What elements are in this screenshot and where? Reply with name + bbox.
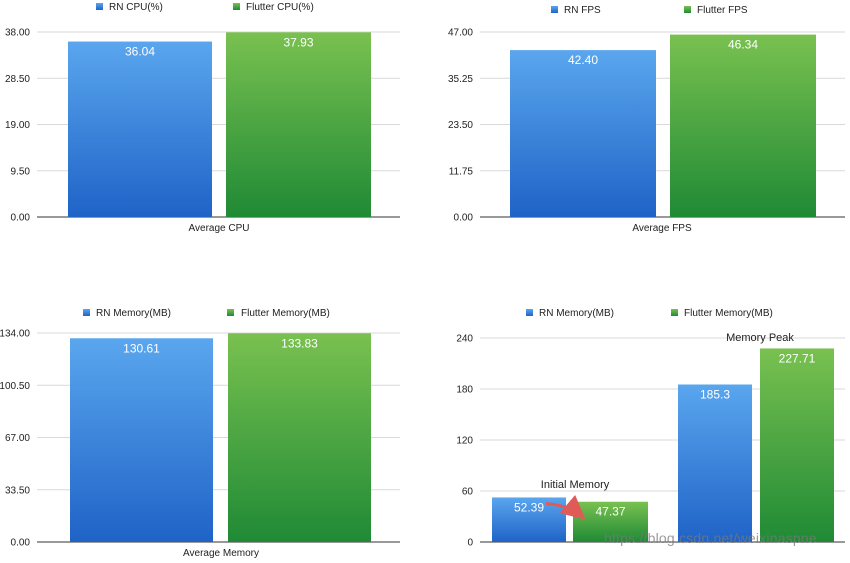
y-tick-label: 0 [467, 538, 473, 549]
legend-label: Flutter Memory(MB) [684, 308, 773, 319]
bar-value-label: 130.61 [123, 341, 160, 355]
y-tick-label: 38.00 [5, 28, 30, 39]
y-tick-label: 35.25 [448, 74, 473, 85]
annotation-label: Initial Memory [541, 479, 610, 491]
y-tick-label: 60 [462, 487, 474, 498]
legend-swatch [671, 309, 678, 316]
bar-value-label: 52.39 [514, 500, 544, 514]
y-tick-label: 0.00 [454, 213, 474, 224]
legend-swatch [526, 309, 533, 316]
bar-value-label: 36.04 [125, 45, 155, 59]
legend-label: RN Memory(MB) [539, 308, 614, 319]
annotation-label: Memory Peak [726, 332, 794, 344]
y-tick-label: 0.00 [11, 538, 31, 549]
legend-label: Flutter CPU(%) [246, 2, 314, 13]
y-tick-label: 0.00 [11, 213, 31, 224]
y-tick-label: 120 [456, 436, 473, 447]
legend-swatch [551, 6, 558, 13]
y-tick-label: 134.00 [0, 329, 30, 340]
legend-label: RN FPS [564, 5, 601, 16]
legend-label: Flutter Memory(MB) [241, 308, 330, 319]
bar-value-label: 47.37 [595, 505, 625, 519]
bar [68, 41, 212, 217]
bar [760, 348, 834, 542]
y-tick-label: 23.50 [448, 120, 473, 131]
legend-label: Flutter FPS [697, 5, 748, 16]
y-tick-label: 11.75 [449, 166, 474, 177]
legend-label: RN Memory(MB) [96, 308, 171, 319]
y-tick-label: 180 [456, 385, 473, 396]
annotation-arrow [545, 494, 586, 520]
y-tick-label: 100.50 [0, 381, 30, 392]
bar [510, 50, 656, 217]
bar-value-label: 46.34 [728, 38, 758, 52]
y-tick-label: 28.50 [5, 74, 30, 85]
bar [678, 384, 752, 542]
y-tick-label: 240 [456, 334, 473, 345]
bar-value-label: 133.83 [281, 336, 318, 350]
bar [670, 34, 816, 218]
bar [226, 32, 371, 217]
bar-value-label: 227.71 [779, 351, 816, 365]
category-label: Average FPS [632, 223, 692, 234]
bar-value-label: 185.3 [700, 387, 730, 401]
bar-value-label: 42.40 [568, 53, 598, 67]
legend-swatch [83, 309, 90, 316]
y-tick-label: 67.00 [5, 433, 30, 444]
y-tick-label: 33.50 [5, 485, 30, 496]
bar [70, 338, 213, 542]
y-tick-label: 19.00 [5, 120, 30, 131]
legend-swatch [684, 6, 691, 13]
category-label: Average CPU [189, 223, 250, 234]
legend-swatch [96, 3, 103, 10]
y-tick-label: 9.50 [11, 166, 31, 177]
category-label: Average Memory [183, 548, 259, 558]
bar-value-label: 37.93 [283, 35, 313, 49]
watermark-text: https://blog.csdn.net/weixinaspne [604, 530, 817, 546]
legend-swatch [233, 3, 240, 10]
legend-label: RN CPU(%) [109, 2, 163, 13]
legend-swatch [227, 309, 234, 316]
y-tick-label: 47.00 [448, 28, 473, 39]
bar [228, 333, 371, 542]
